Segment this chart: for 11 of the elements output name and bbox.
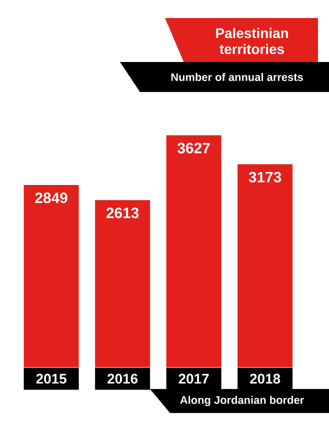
data-label: 3627 (178, 142, 210, 154)
chart-title: Palestinian territories (216, 28, 288, 54)
x-tick-label: 2015 (36, 374, 66, 384)
text: Along Jordanian border (180, 396, 304, 406)
data-label: 2613 (106, 208, 139, 218)
chart-subtitle: Number of annual arrests (171, 72, 303, 82)
x-tick-label: 2016 (108, 374, 138, 384)
data-label: 2849 (35, 192, 68, 204)
x-tick-label: 2017 (178, 374, 209, 384)
data-label: 3173 (248, 172, 282, 182)
x-tick-label: 2018 (250, 374, 280, 384)
